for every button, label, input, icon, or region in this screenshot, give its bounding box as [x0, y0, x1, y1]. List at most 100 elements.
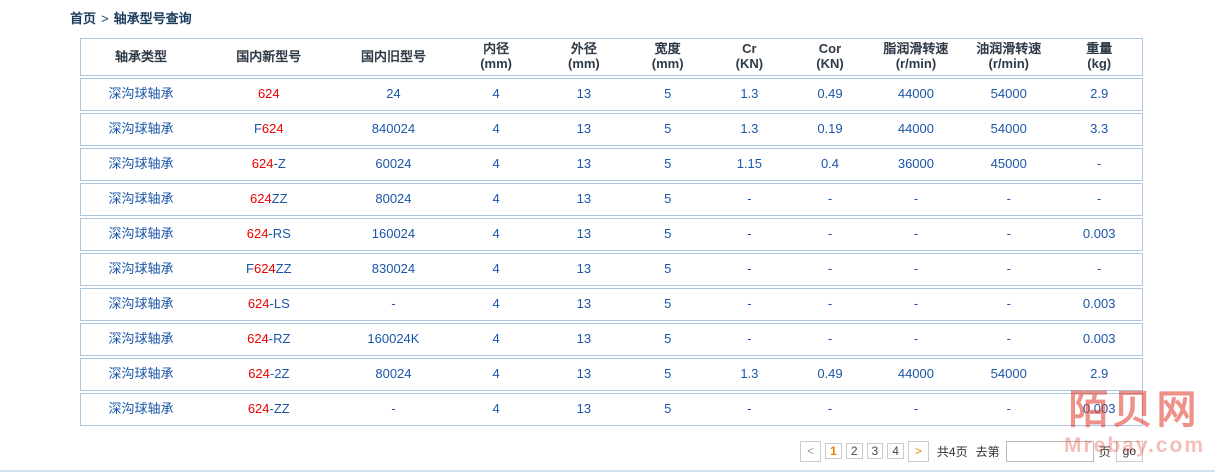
grease-rpm-cell: - — [913, 297, 919, 312]
grease-rpm-cell: - — [913, 402, 919, 417]
old-model-cell: 80024 — [375, 192, 412, 207]
grease-rpm-cell: 44000 — [897, 122, 934, 137]
weight-cell: 3.3 — [1090, 122, 1109, 137]
pagination-page-3[interactable]: 3 — [866, 443, 884, 459]
cr-cell: 1.3 — [740, 87, 759, 102]
table-row: 深沟球轴承 624-Z 60024 4 13 5 1.15 0.4 36000 45000 - — [80, 148, 1143, 181]
oil-rpm-cell: - — [1006, 192, 1011, 207]
pagination-goto-suffix: 页 — [1098, 445, 1111, 459]
width-mm-cell: 5 — [664, 122, 672, 137]
cor-cell: 0.19 — [817, 122, 843, 137]
inner-mm-cell: 4 — [492, 332, 500, 347]
cor-cell: 0.4 — [820, 157, 840, 172]
width-mm-cell: 5 — [664, 262, 672, 277]
column-header: 油润滑转速 (r/min) — [976, 42, 1042, 71]
go-button[interactable]: go — [1115, 441, 1143, 462]
table-row: 深沟球轴承 624 24 4 13 5 1.3 0.49 44000 54000 2.9 — [80, 78, 1143, 111]
bearing-table: 轴承类型 国内新型号 国内旧型号 内径 (mm) 外径 (mm) 宽度 (mm) Cr (KN) Co… — [80, 38, 1143, 426]
type-cell: 深沟球轴承 — [108, 367, 174, 382]
table-row: 深沟球轴承 624-ZZ - 4 13 5 - - - - 0.003 — [80, 393, 1143, 426]
table-row: 深沟球轴承 F624ZZ 830024 4 13 5 - - - - - — [80, 253, 1143, 286]
pagination-next-button[interactable]: > — [907, 441, 929, 462]
type-cell: 深沟球轴承 — [108, 87, 174, 102]
weight-cell: 0.003 — [1082, 297, 1116, 312]
model-highlight: 624 — [253, 262, 276, 277]
cor-cell: - — [827, 332, 833, 347]
model-cell: 624-RZ — [247, 332, 291, 347]
width-mm-cell: 5 — [664, 297, 672, 312]
oil-rpm-cell: - — [1006, 332, 1011, 347]
pagination-total-text: 共4页 — [936, 445, 968, 459]
outer-mm-cell: 13 — [576, 297, 592, 312]
weight-cell: 2.9 — [1090, 367, 1109, 382]
pagination-page-2[interactable]: 2 — [845, 443, 863, 459]
breadcrumb-home-link[interactable]: 首页 — [70, 11, 97, 26]
pagination-prev-button[interactable]: < — [800, 441, 822, 462]
inner-mm-cell: 4 — [492, 297, 500, 312]
type-cell: 深沟球轴承 — [108, 192, 174, 207]
model-highlight: 624 — [257, 87, 280, 102]
type-cell: 深沟球轴承 — [108, 227, 174, 242]
inner-mm-cell: 4 — [492, 157, 500, 172]
model-highlight: 624 — [247, 402, 270, 417]
old-model-cell: 60024 — [375, 157, 412, 172]
grease-rpm-cell: - — [913, 227, 919, 242]
oil-rpm-cell: 54000 — [990, 367, 1027, 382]
old-model-cell: 840024 — [371, 122, 416, 137]
oil-rpm-cell: - — [1006, 402, 1011, 417]
column-header: 宽度 (mm) — [651, 42, 684, 71]
width-mm-cell: 5 — [664, 157, 672, 172]
pagination-page-1[interactable]: 1 — [825, 443, 842, 459]
oil-rpm-cell: 45000 — [990, 157, 1027, 172]
model-cell: F624 — [253, 122, 284, 137]
table-header-row: 轴承类型 国内新型号 国内旧型号 内径 (mm) 外径 (mm) 宽度 (mm) Cr (KN) Co… — [80, 38, 1143, 76]
old-model-cell: - — [391, 297, 396, 312]
weight-cell: 0.003 — [1082, 227, 1116, 242]
inner-mm-cell: 4 — [492, 262, 500, 277]
outer-mm-cell: 13 — [576, 87, 592, 102]
old-model-cell: 80024 — [375, 367, 412, 382]
cor-cell: 0.49 — [817, 367, 843, 382]
width-mm-cell: 5 — [664, 227, 672, 242]
table-row: 深沟球轴承 624-RZ 160024K 4 13 5 - - - - 0.003 — [80, 323, 1143, 356]
pagination-page-4[interactable]: 4 — [887, 443, 904, 459]
type-cell: 深沟球轴承 — [108, 157, 174, 172]
oil-rpm-cell: - — [1006, 262, 1011, 277]
table-row: 深沟球轴承 624-RS 160024 4 13 5 - - - - 0.003 — [80, 218, 1143, 251]
cr-cell: 1.3 — [740, 367, 759, 382]
outer-mm-cell: 13 — [576, 227, 592, 242]
table-row: 深沟球轴承 624-LS - 4 13 5 - - - - 0.003 — [80, 288, 1143, 321]
inner-mm-cell: 4 — [492, 87, 500, 102]
cor-cell: - — [827, 402, 833, 417]
column-header: 内径 (mm) — [480, 42, 512, 71]
footer-divider — [0, 470, 1215, 472]
model-highlight: 624 — [247, 332, 269, 347]
oil-rpm-cell: - — [1006, 297, 1011, 312]
model-cell: 624-LS — [247, 297, 290, 312]
weight-cell: 2.9 — [1090, 87, 1109, 102]
column-header: 外径 (mm) — [567, 42, 600, 71]
model-highlight: 624 — [248, 367, 270, 382]
cr-cell: - — [747, 297, 752, 312]
cr-cell: - — [747, 402, 752, 417]
outer-mm-cell: 13 — [576, 192, 592, 207]
model-cell: 624-RS — [246, 227, 291, 242]
model-cell: 624ZZ — [249, 192, 288, 207]
outer-mm-cell: 13 — [576, 332, 592, 347]
cr-cell: 1.3 — [740, 122, 759, 137]
grease-rpm-cell: - — [913, 192, 919, 207]
pagination-goto-prefix: 去第 — [975, 445, 1000, 459]
page-number-input[interactable] — [1005, 441, 1094, 462]
weight-cell: - — [1097, 192, 1102, 207]
oil-rpm-cell: - — [1006, 227, 1011, 242]
width-mm-cell: 5 — [664, 87, 672, 102]
type-cell: 深沟球轴承 — [108, 332, 174, 347]
width-mm-cell: 5 — [664, 367, 672, 382]
breadcrumb: 首页 > 轴承型号查询 — [70, 8, 192, 27]
grease-rpm-cell: - — [913, 262, 919, 277]
model-highlight: 624 — [261, 122, 284, 137]
cor-cell: 0.49 — [817, 87, 843, 102]
column-header: 轴承类型 — [114, 49, 167, 64]
outer-mm-cell: 13 — [576, 122, 592, 137]
table-row: 深沟球轴承 624-2Z 80024 4 13 5 1.3 0.49 44000 54000 2.9 — [80, 358, 1143, 391]
